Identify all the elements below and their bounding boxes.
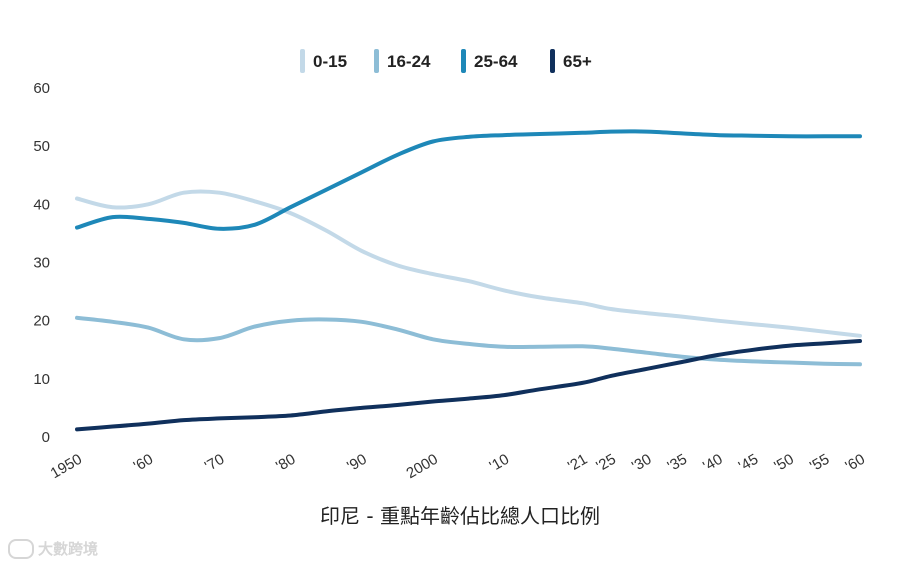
series-line-0-15 xyxy=(75,189,862,338)
x-tick-label: '10 xyxy=(487,451,512,476)
x-tick-label: '80 xyxy=(273,451,298,476)
legend-swatch xyxy=(374,49,379,73)
x-tick-label: '70 xyxy=(202,451,227,476)
legend-label: 16-24 xyxy=(387,52,431,71)
legend-item-0-15: 0-15 xyxy=(300,49,347,73)
legend-swatch xyxy=(300,49,305,73)
x-tick-label: '21 xyxy=(565,451,590,476)
x-tick-label: '30 xyxy=(629,451,654,476)
x-tick-label: '35 xyxy=(665,451,690,476)
legend-item-25-64: 25-64 xyxy=(461,49,518,73)
y-tick-label: 10 xyxy=(33,371,50,388)
y-tick-label: 30 xyxy=(33,255,50,272)
x-tick-label: '55 xyxy=(807,451,832,476)
series-line-16-24 xyxy=(75,315,862,367)
legend-swatch xyxy=(461,49,466,73)
x-tick-label: '60 xyxy=(131,451,156,476)
x-tick-label: '60 xyxy=(843,451,868,476)
x-tick-label: '90 xyxy=(344,451,369,476)
legend-item-16-24: 16-24 xyxy=(374,49,431,73)
y-tick-label: 0 xyxy=(42,429,50,446)
y-tick-label: 20 xyxy=(33,313,50,330)
x-tick-label: '50 xyxy=(771,451,796,476)
x-tick-label: 1950 xyxy=(48,451,85,482)
legend-label: 0-15 xyxy=(313,52,347,71)
y-tick-label: 50 xyxy=(33,138,50,155)
x-tick-label: '25 xyxy=(593,451,618,476)
x-tick-label: '45 xyxy=(736,451,761,476)
chart-title: 印尼 - 重點年齡佔比總人口比例 xyxy=(320,504,600,528)
watermark-logo-icon xyxy=(8,538,34,559)
watermark: 大數跨境 xyxy=(8,538,98,559)
legend-label: 25-64 xyxy=(474,52,518,71)
y-tick-label: 60 xyxy=(33,80,50,97)
x-tick-label: '40 xyxy=(700,451,725,476)
series-line-65+ xyxy=(75,339,862,432)
watermark-text: 大數跨境 xyxy=(38,540,99,558)
y-tick-label: 40 xyxy=(33,196,50,213)
legend-item-65+: 65+ xyxy=(550,49,592,73)
x-tick-label: 2000 xyxy=(404,451,441,482)
legend-label: 65+ xyxy=(563,52,592,71)
series-line-25-64 xyxy=(75,129,862,231)
legend-swatch xyxy=(550,49,555,73)
